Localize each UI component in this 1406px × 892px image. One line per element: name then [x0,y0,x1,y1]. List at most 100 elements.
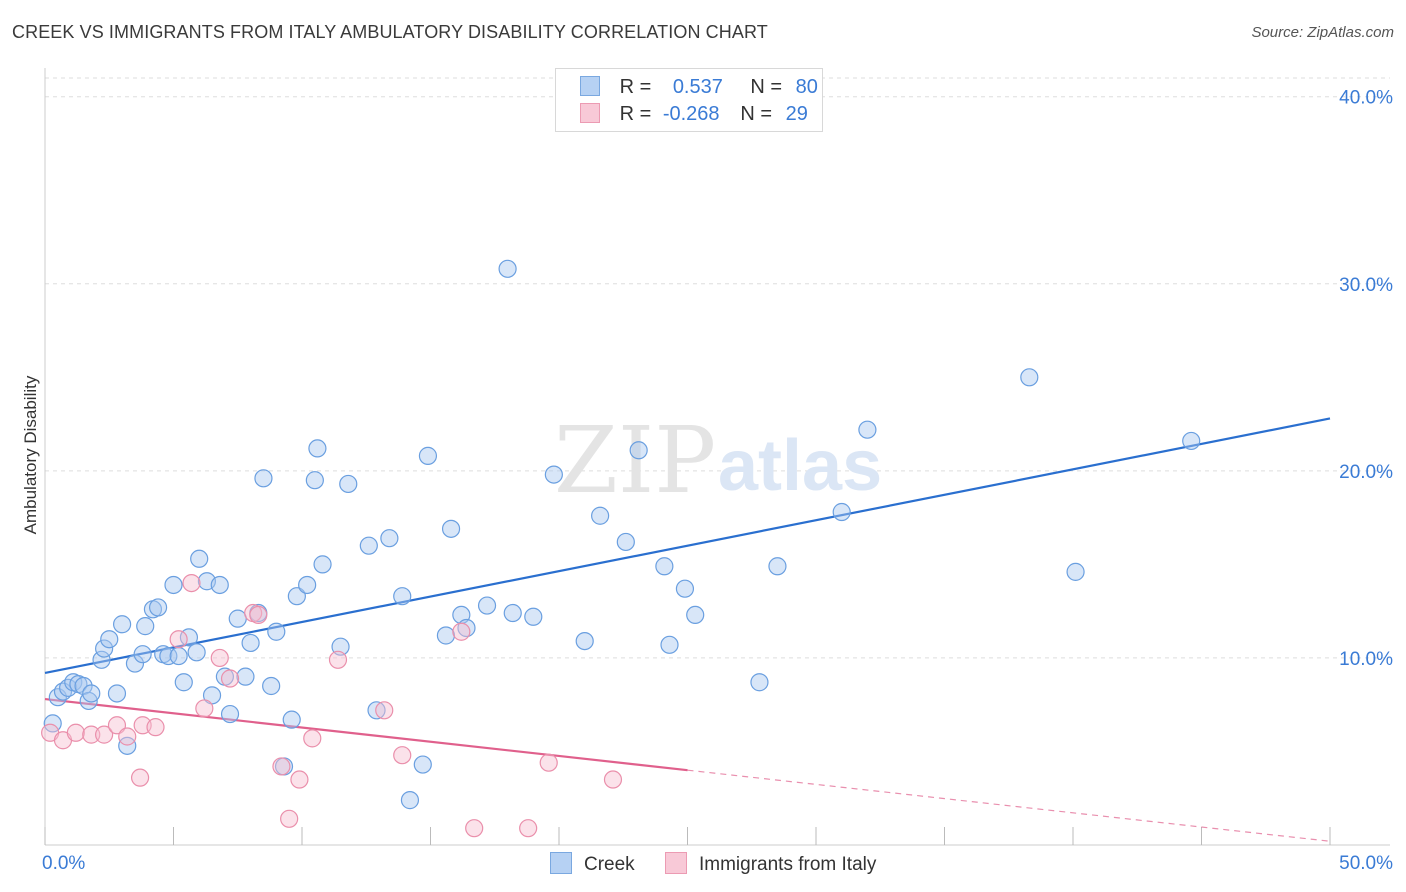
creek-point [190,549,209,568]
creek-point [313,555,332,574]
creek-point [591,506,610,525]
creek-point [575,631,594,651]
y-tick-label: 20.0% [1339,462,1393,483]
creek-point [298,575,317,595]
creek-point [254,469,273,488]
creek-point [133,645,152,664]
italy-point [169,630,188,649]
italy-point [82,725,101,744]
italy-swatch [580,103,600,123]
creek-point [92,650,111,669]
y-tick-label: 40.0% [1339,88,1393,109]
creek-point [79,691,98,711]
italy-point [539,753,558,772]
italy-r-label: R = [619,103,652,125]
creek-point [544,465,563,484]
y-axis-label: Ambulatory Disability [21,375,40,534]
creek-point [1020,368,1039,387]
creek-point [236,667,255,686]
creek-point [418,446,438,465]
bottom-legend-italy[interactable]: Immigrants from Italy [665,852,876,876]
italy-trend-line [44,697,688,772]
italy-n-value: 29 [785,103,808,125]
creek-legend-swatch [550,852,572,874]
legend-row-creek: R = 0.537 N = 80 [580,76,818,99]
italy-point [519,819,538,838]
creek-point [267,622,286,641]
italy-point [452,622,471,641]
creek-point [174,673,193,692]
creek-swatch [580,76,600,96]
italy-point [375,701,394,720]
creek-point [655,557,674,576]
creek-point [210,575,229,595]
creek-point [675,579,695,598]
creek-point [136,617,155,636]
creek-point [107,684,127,703]
source-label[interactable]: Source: ZipAtlas.com [1251,24,1394,41]
creek-point [164,575,183,595]
bottom-legend-creek[interactable]: Creek [550,852,635,876]
creek-point [148,598,168,617]
creek-points [43,259,1201,810]
creek-point [159,646,178,666]
y-tick-labels: 10.0% 20.0% 30.0% 40.0% [1339,88,1393,670]
creek-point [308,439,327,458]
creek-point [436,626,456,645]
italy-r-value: -0.268 [662,103,720,125]
creek-point [380,529,399,548]
creek-point [441,519,461,538]
italy-point [603,770,623,789]
creek-point [187,643,206,662]
italy-point [303,729,322,748]
creek-point [616,532,635,552]
creek-n-label: N = [750,76,783,98]
italy-point [249,605,268,625]
creek-trend-line [44,417,1331,674]
italy-point [66,723,85,742]
italy-trend-line-extension [687,769,1331,842]
italy-point [95,725,114,744]
creek-point [241,633,260,653]
creek-point [660,635,679,654]
italy-point [328,650,348,669]
creek-point [118,736,137,755]
italy-point [272,757,291,776]
creek-point [1182,431,1201,451]
italy-point [118,727,137,746]
creek-point [287,587,306,606]
creek-point [95,639,114,658]
watermark-atlas: atlas [718,426,882,506]
italy-point [280,809,299,828]
italy-point [146,718,165,737]
italy-point [130,768,150,787]
italy-point [393,746,412,765]
creek-point [282,710,301,729]
italy-point [220,669,240,688]
axes [44,68,1390,846]
grid-lines [45,77,1390,659]
creek-point [125,654,145,673]
x-tick-label-min: 0.0% [42,853,85,874]
watermark-zip: ZIP [554,407,716,514]
creek-point [413,755,432,774]
creek-point [1066,562,1085,581]
italy-legend-label: Immigrants from Italy [699,854,877,875]
y-tick-label: 10.0% [1339,649,1393,670]
creek-point [629,441,648,460]
creek-point [367,701,386,720]
chart-title: CREEK VS IMMIGRANTS FROM ITALY AMBULATOR… [12,22,768,42]
creek-r-value: 0.537 [672,76,723,98]
creek-point [82,684,101,703]
creek-point [100,630,119,649]
watermark: ZIP atlas [554,407,882,514]
creek-point [503,603,522,623]
y-tick-label: 30.0% [1339,275,1393,296]
creek-r-label: R = [619,76,652,98]
creek-point [262,676,281,696]
creek-n-value: 80 [795,76,818,98]
legend-row-italy: R = -0.268 N = 29 [580,103,808,126]
creek-point [750,673,769,692]
creek-point [220,704,240,724]
